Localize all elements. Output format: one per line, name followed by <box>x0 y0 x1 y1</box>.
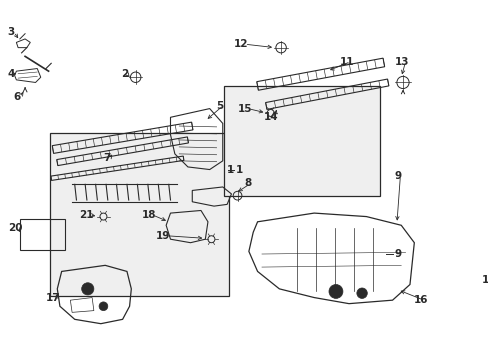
Text: 8: 8 <box>244 179 251 189</box>
Circle shape <box>356 288 366 298</box>
Circle shape <box>81 283 94 295</box>
Text: 1: 1 <box>235 165 243 175</box>
Text: 13: 13 <box>394 57 409 67</box>
Text: 10: 10 <box>480 275 488 285</box>
Circle shape <box>99 302 107 311</box>
Bar <box>20 219 65 250</box>
Text: 21: 21 <box>79 210 93 220</box>
Text: 7: 7 <box>103 153 111 163</box>
Text: 3: 3 <box>8 27 15 37</box>
Circle shape <box>328 284 342 298</box>
Text: 4: 4 <box>8 69 15 79</box>
Text: 2: 2 <box>121 69 128 79</box>
Bar <box>50 133 228 296</box>
Text: 1: 1 <box>226 165 234 175</box>
Text: 19: 19 <box>155 231 170 241</box>
Text: 11: 11 <box>340 57 354 67</box>
Bar <box>224 86 379 196</box>
Text: 17: 17 <box>46 293 61 302</box>
Text: 12: 12 <box>234 39 248 49</box>
Text: 9: 9 <box>393 249 401 259</box>
Text: 20: 20 <box>8 223 22 233</box>
Text: 5: 5 <box>216 101 224 111</box>
Text: 18: 18 <box>142 210 156 220</box>
Text: 14: 14 <box>263 112 278 122</box>
Text: 15: 15 <box>237 104 251 114</box>
Text: 16: 16 <box>413 295 427 305</box>
Text: 9: 9 <box>393 171 401 181</box>
Text: 6: 6 <box>14 92 21 102</box>
